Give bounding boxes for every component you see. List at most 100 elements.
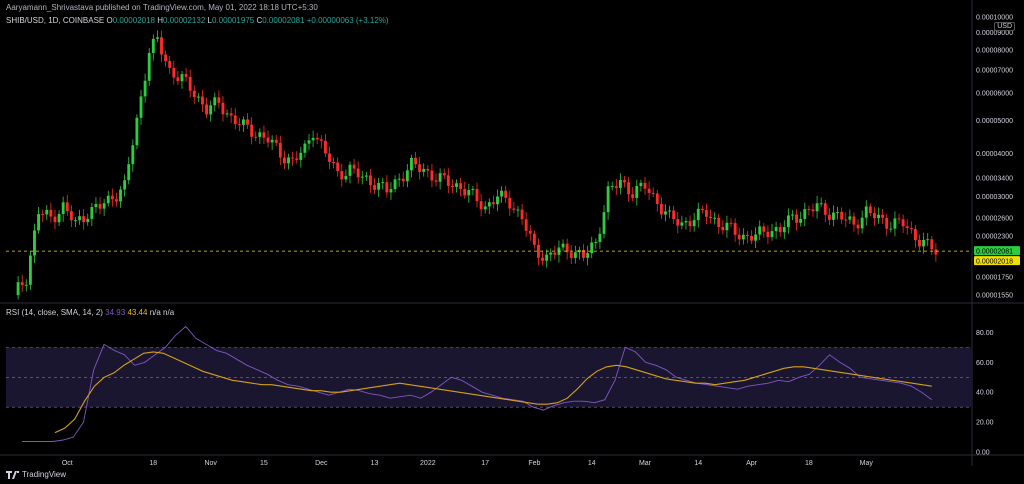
rsi-tick-label: 40.00 <box>976 390 994 397</box>
candle-body <box>16 282 20 296</box>
candle-body <box>868 206 872 213</box>
candle-body <box>782 227 786 233</box>
candle-body <box>196 96 200 98</box>
candle-body <box>643 182 647 189</box>
candle-body <box>369 175 372 186</box>
rsi-tick-label: 0.00 <box>976 450 990 457</box>
candle-body <box>82 216 86 223</box>
candle-body <box>745 234 749 236</box>
rsi-name[interactable]: RSI (14, close, SMA, 14, 2) <box>6 308 103 317</box>
candle-body <box>291 157 295 159</box>
candle-body <box>758 226 762 235</box>
candle-body <box>524 219 528 231</box>
rsi-sma-value: 43.44 <box>127 308 148 317</box>
candle-body <box>278 142 282 158</box>
candle-body <box>475 188 479 202</box>
time-tick-label: 2022 <box>420 460 436 467</box>
candle-body <box>606 186 610 213</box>
candle-body <box>250 124 254 137</box>
time-tick-label: Oct <box>62 460 73 467</box>
candle-body <box>414 157 417 165</box>
candle-body <box>57 214 61 223</box>
candle-body <box>295 158 299 160</box>
candle-body <box>24 284 28 286</box>
candle-body <box>754 234 758 241</box>
brand-label: TradingView <box>22 470 67 479</box>
candle-body <box>78 216 81 221</box>
candle-body <box>598 233 602 242</box>
price-tick-label: 0.00005000 <box>976 118 1013 125</box>
candle-body <box>258 132 262 137</box>
candle-body <box>41 214 45 216</box>
high-label: H <box>157 16 163 25</box>
candle-body <box>217 97 221 103</box>
price-tick-label: 0.00004000 <box>976 151 1013 158</box>
candle-body <box>229 113 233 116</box>
candle-body <box>647 188 651 193</box>
publisher-header: Aaryamann_Shrivastava published on Tradi… <box>6 3 318 12</box>
candle-body <box>832 212 835 220</box>
candle-body <box>881 214 885 218</box>
candle-body <box>160 37 163 55</box>
candle-body <box>639 182 643 187</box>
candle-body <box>49 209 53 217</box>
candle-body <box>618 180 622 188</box>
candle-body <box>532 233 536 245</box>
candle-body <box>594 241 598 243</box>
price-tick-label: 0.00003000 <box>976 194 1013 201</box>
candle-body <box>307 140 311 144</box>
candle-body <box>102 203 106 209</box>
candle-body <box>422 168 426 172</box>
candle-body <box>688 221 692 227</box>
candle-body <box>287 157 290 164</box>
candle-body <box>20 282 24 286</box>
rsi-tick-label: 20.00 <box>976 420 994 427</box>
candle-body <box>33 230 36 256</box>
currency-badge[interactable]: USD <box>994 22 1015 31</box>
candle-body <box>627 182 631 195</box>
candle-body <box>655 193 659 204</box>
candle-body <box>676 219 680 226</box>
candle-body <box>139 96 143 118</box>
candle-body <box>426 168 430 171</box>
candle-body <box>582 249 585 258</box>
candle-body <box>565 243 569 253</box>
rsi-na: n/a n/a <box>149 308 175 317</box>
tradingview-brand[interactable]: TradingView <box>6 470 66 479</box>
candle-body <box>192 90 196 98</box>
candle-body <box>901 219 905 227</box>
candle-body <box>905 226 909 229</box>
candle-body <box>815 203 819 212</box>
candle-body <box>442 173 446 176</box>
close-value: 0.00002081 <box>262 16 305 25</box>
candle-body <box>496 196 499 205</box>
candle-body <box>221 102 225 115</box>
candle-body <box>254 136 258 138</box>
candle-body <box>913 228 917 241</box>
candle-body <box>614 186 618 188</box>
open-value: 0.00002018 <box>112 16 155 25</box>
candle-body <box>721 226 725 231</box>
candle-body <box>631 194 635 199</box>
candle-body <box>262 132 266 138</box>
change-value: +0.00000063 (+3.12%) <box>306 16 389 25</box>
time-tick-label: Feb <box>528 460 540 467</box>
time-tick-label: 17 <box>481 460 489 467</box>
candle-body <box>774 227 778 232</box>
candle-body <box>922 239 926 247</box>
candle-body <box>836 211 840 213</box>
candle-body <box>696 208 700 221</box>
candle-body <box>516 209 520 211</box>
candle-body <box>528 230 532 234</box>
time-tick-label: 13 <box>371 460 379 467</box>
candle-body <box>405 170 409 182</box>
candle-body <box>28 255 32 285</box>
time-tick-label: Dec <box>315 460 328 467</box>
candle-body <box>680 222 684 226</box>
candle-body <box>504 190 508 198</box>
symbol-label[interactable]: SHIB/USD, 1D, COINBASE <box>6 16 105 25</box>
tradingview-logo-icon <box>6 470 19 479</box>
candle-body <box>569 252 573 258</box>
candle-body <box>323 140 327 154</box>
